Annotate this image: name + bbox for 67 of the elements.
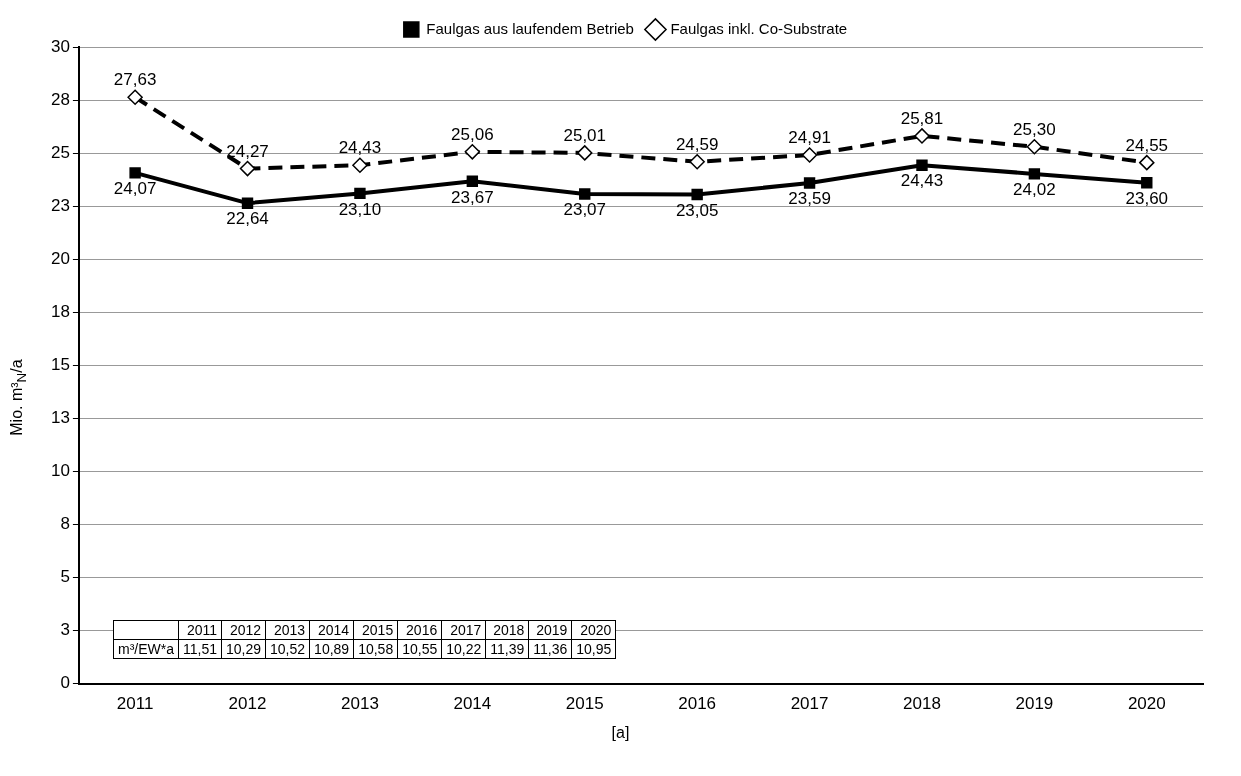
x-tick-label: 2016 bbox=[678, 694, 717, 714]
data-label: 25,01 bbox=[563, 126, 607, 146]
legend-label: Faulgas aus laufendem Betrieb bbox=[426, 19, 634, 37]
y-tick-label: 5 bbox=[60, 567, 70, 587]
y-tick-label: 13 bbox=[50, 408, 70, 428]
category-label: 2019 bbox=[536, 622, 568, 638]
legend-label: Faulgas inkl. Co-Substrate bbox=[670, 19, 848, 37]
annotation: 10,55 bbox=[397, 639, 442, 659]
x-tick-label: 2011 bbox=[116, 694, 154, 714]
data-label: 25,06 bbox=[451, 125, 494, 145]
y-tick-label: 10 bbox=[50, 461, 70, 481]
category-label: 2013 bbox=[273, 622, 306, 638]
annotation: m³/EW*a bbox=[113, 639, 179, 659]
category-label: 2011 bbox=[186, 622, 217, 638]
x-tick-label: 2018 bbox=[903, 694, 941, 714]
data-label: 25,81 bbox=[900, 109, 944, 129]
annotation: 10,22 bbox=[441, 639, 486, 659]
x-tick-label: 2020 bbox=[1127, 694, 1166, 714]
data-label: 24,59 bbox=[675, 134, 719, 154]
data-label: 22,64 bbox=[226, 209, 269, 229]
data-label: 24,27 bbox=[226, 141, 269, 161]
y-tick-label: 15 bbox=[50, 354, 70, 374]
x-tick-label: 2012 bbox=[228, 694, 267, 714]
category-label: 2020 bbox=[580, 622, 612, 638]
annotation: 10,52 bbox=[265, 639, 310, 659]
y-tick-label: 20 bbox=[50, 248, 70, 268]
y-tick-label: 23 bbox=[50, 195, 70, 215]
data-label: 27,63 bbox=[113, 70, 157, 90]
data-label: 23,05 bbox=[675, 200, 719, 220]
data-label: 24,55 bbox=[1125, 135, 1169, 155]
y-tick-label: 8 bbox=[60, 514, 70, 534]
data-label: 23,59 bbox=[788, 189, 831, 209]
x-tick-label: 2017 bbox=[790, 694, 829, 714]
x-tick-label: 2019 bbox=[1015, 694, 1054, 714]
category-label: 2017 bbox=[450, 622, 482, 638]
annotation: 11,39 bbox=[485, 639, 529, 659]
x-axis-title: [a] bbox=[610, 724, 631, 742]
data-label: 24,43 bbox=[900, 171, 944, 191]
y-tick-label: 28 bbox=[50, 89, 70, 109]
data-label: 24,02 bbox=[1013, 180, 1056, 200]
y-tick-label: 18 bbox=[50, 301, 70, 321]
annotation: 10,58 bbox=[353, 639, 398, 659]
annotation: 10,89 bbox=[309, 639, 354, 659]
data-label: 25,30 bbox=[1013, 119, 1056, 139]
annotation: 11,36 bbox=[528, 639, 572, 659]
data-label: 23,07 bbox=[563, 200, 607, 220]
category-label: 2016 bbox=[406, 622, 438, 638]
data-label: 24,43 bbox=[338, 138, 382, 158]
category-label: 2014 bbox=[317, 622, 350, 638]
data-label: 23,10 bbox=[338, 199, 382, 219]
data-label: 23,60 bbox=[1125, 189, 1169, 208]
annotation: 10,95 bbox=[571, 639, 616, 659]
y-tick-label: 30 bbox=[50, 36, 70, 56]
data-label: 24,07 bbox=[113, 179, 157, 199]
category-label: 2015 bbox=[362, 622, 394, 638]
x-tick-label: 2014 bbox=[453, 694, 492, 714]
category-label: 2012 bbox=[229, 622, 262, 638]
y-tick-label: 25 bbox=[50, 142, 70, 162]
x-tick-label: 2015 bbox=[565, 694, 604, 714]
category-label: 2018 bbox=[493, 622, 525, 638]
x-tick-label: 2013 bbox=[341, 694, 379, 714]
data-label: 24,91 bbox=[788, 128, 831, 148]
annotation: 11,51 bbox=[178, 639, 222, 659]
annotation: 10,29 bbox=[221, 639, 266, 659]
y-tick-label: 0 bbox=[60, 673, 70, 693]
y-tick-label: 3 bbox=[60, 620, 70, 640]
data-label: 23,67 bbox=[451, 187, 494, 207]
